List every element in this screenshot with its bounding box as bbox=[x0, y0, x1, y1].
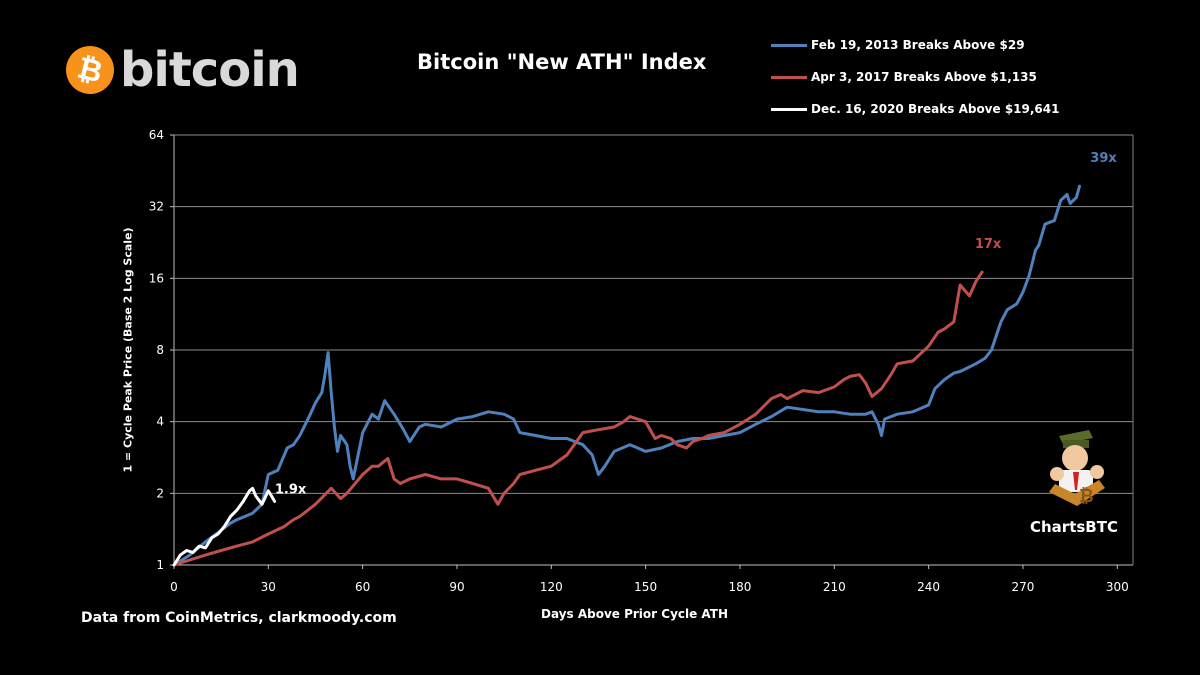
legend-swatch-2020 bbox=[771, 107, 807, 111]
svg-text:₿: ₿ bbox=[1079, 486, 1094, 507]
x-tick-label-210: 210 bbox=[823, 580, 846, 594]
y-tick-label-2: 2 bbox=[156, 486, 164, 500]
legend-swatch-2017 bbox=[771, 75, 807, 79]
legend-item-2020: Dec. 16, 2020 Breaks Above $19,641 bbox=[771, 102, 1059, 116]
series-end-label-2: 1.9x bbox=[275, 482, 307, 497]
legend-label-2013: Feb 19, 2013 Breaks Above $29 bbox=[811, 38, 1025, 52]
series-line-1 bbox=[172, 270, 984, 567]
series-line-2 bbox=[172, 486, 277, 567]
x-axis-label: Days Above Prior Cycle ATH bbox=[541, 607, 729, 621]
series-end-label-1: 17x bbox=[975, 237, 1002, 252]
y-axis-label: 1 = Cycle Peak Price (Base 2 Log Scale) bbox=[121, 227, 135, 473]
y-tick-label-64: 64 bbox=[149, 128, 164, 142]
x-tick-label-60: 60 bbox=[355, 580, 370, 594]
y-tick-label-32: 32 bbox=[149, 200, 164, 214]
chartsbtc-mascot-icon: ₿ bbox=[1049, 430, 1105, 507]
x-tick-label-300: 300 bbox=[1106, 580, 1129, 594]
x-tick-label-90: 90 bbox=[449, 580, 464, 594]
legend-item-2017: Apr 3, 2017 Breaks Above $1,135 bbox=[771, 70, 1037, 84]
bitcoin-wordmark: bitcoin bbox=[120, 42, 300, 98]
x-tick-label-180: 180 bbox=[729, 580, 752, 594]
y-tick-label-1: 1 bbox=[156, 558, 164, 572]
chartsbtc-label: ChartsBTC bbox=[1030, 518, 1118, 536]
x-tick-label-240: 240 bbox=[917, 580, 940, 594]
y-tick-label-4: 4 bbox=[156, 415, 164, 429]
legend-label-2017: Apr 3, 2017 Breaks Above $1,135 bbox=[811, 70, 1037, 84]
y-tick-label-8: 8 bbox=[156, 343, 164, 357]
source-note: Data from CoinMetrics, clarkmoody.com bbox=[81, 610, 397, 626]
x-tick-label-30: 30 bbox=[261, 580, 276, 594]
x-tick-label-270: 270 bbox=[1011, 580, 1034, 594]
x-tick-label-120: 120 bbox=[540, 580, 563, 594]
legend-swatch-2013 bbox=[771, 43, 807, 47]
chartsbtc-badge: ₿ ChartsBTC bbox=[1020, 422, 1128, 536]
series-line-0 bbox=[172, 184, 1081, 567]
bitcoin-logo: ₿ bitcoin bbox=[60, 40, 300, 100]
x-tick-label-150: 150 bbox=[634, 580, 657, 594]
legend-item-2013: Feb 19, 2013 Breaks Above $29 bbox=[771, 38, 1025, 52]
y-tick-label-16: 16 bbox=[149, 271, 164, 285]
chart-title: Bitcoin "New ATH" Index bbox=[417, 50, 707, 74]
x-tick-label-0: 0 bbox=[170, 580, 178, 594]
legend-label-2020: Dec. 16, 2020 Breaks Above $19,641 bbox=[811, 102, 1060, 116]
series-end-label-0: 39x bbox=[1090, 151, 1117, 166]
